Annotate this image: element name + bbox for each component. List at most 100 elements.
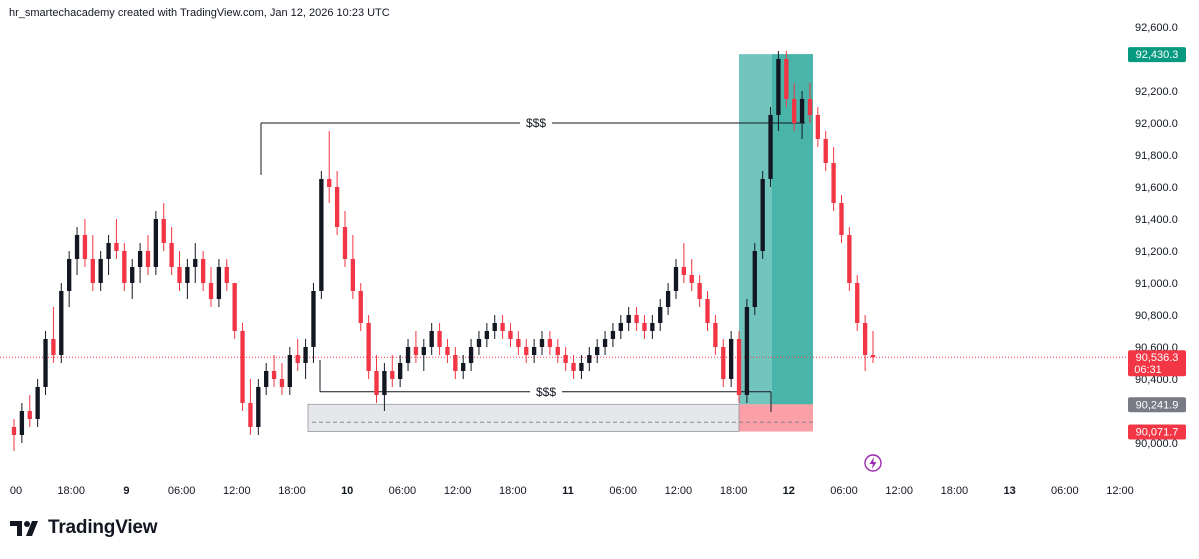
candle-body bbox=[792, 99, 797, 123]
candle-body bbox=[508, 331, 513, 339]
x-tick-label: 13 bbox=[1003, 485, 1015, 497]
x-tick-label: 9 bbox=[123, 485, 129, 497]
stop-zone bbox=[739, 404, 813, 432]
candle-body bbox=[453, 355, 458, 371]
candle-body bbox=[66, 259, 72, 291]
price-badge bbox=[1128, 397, 1186, 413]
liquidity-label-low: $$$ bbox=[536, 385, 556, 399]
candle-body bbox=[855, 283, 860, 323]
candle-body bbox=[815, 115, 821, 139]
x-tick-label: 06:00 bbox=[168, 485, 196, 497]
candle-body bbox=[673, 267, 679, 291]
x-tick-label: 12:00 bbox=[444, 485, 472, 497]
y-tick-label: 92,000.0 bbox=[1135, 118, 1178, 130]
candle-body bbox=[658, 307, 663, 323]
x-tick-label: 12:00 bbox=[223, 485, 251, 497]
x-tick-label: 18:00 bbox=[57, 485, 85, 497]
candle-body bbox=[492, 323, 497, 331]
candle-body bbox=[311, 291, 316, 347]
y-tick-label: 91,200.0 bbox=[1135, 246, 1178, 258]
price-badge-label: 90,071.7 bbox=[1136, 427, 1179, 439]
candle-body bbox=[500, 323, 505, 331]
x-tick-label: 18:00 bbox=[941, 485, 969, 497]
candle-body bbox=[358, 291, 363, 323]
y-tick-label: 92,200.0 bbox=[1135, 86, 1178, 98]
candle-body bbox=[98, 259, 103, 283]
candle-body bbox=[650, 323, 655, 331]
annotation-lines: $$$ $$$ bbox=[0, 116, 1128, 412]
candle-body bbox=[571, 363, 576, 371]
candle-body bbox=[366, 323, 371, 371]
x-tick-label: 12 bbox=[783, 485, 795, 497]
candle-body bbox=[445, 347, 450, 355]
y-tick-label: 90,800.0 bbox=[1135, 310, 1178, 322]
price-badges: 92,430.3 90,536.306:31 90,241.9 90,071.7 bbox=[1128, 47, 1186, 440]
candle-body bbox=[200, 259, 206, 283]
candle-body bbox=[421, 347, 426, 355]
candle-body bbox=[264, 371, 269, 387]
tradingview-wordmark: TradingView bbox=[48, 517, 158, 538]
x-tick-label: 18:00 bbox=[499, 485, 527, 497]
candle-body bbox=[319, 179, 324, 291]
candle-body bbox=[728, 339, 734, 379]
candle-body bbox=[429, 331, 434, 347]
y-tick-label: 92,600.0 bbox=[1135, 22, 1178, 34]
price-badge-label: 90,536.3 bbox=[1136, 352, 1179, 364]
candle-body bbox=[59, 291, 64, 355]
candle-body bbox=[689, 275, 694, 283]
candle-body bbox=[705, 299, 710, 323]
candle-body bbox=[831, 163, 836, 203]
tradingview-logo[interactable]: TradingView bbox=[10, 517, 158, 539]
candle-body bbox=[744, 307, 750, 395]
x-tick-label: 06:00 bbox=[830, 485, 858, 497]
flash-icon[interactable] bbox=[864, 454, 882, 472]
chart-header: hr_smartechacademy created with TradingV… bbox=[9, 7, 390, 19]
candle-body bbox=[256, 387, 261, 427]
candle-body bbox=[807, 99, 813, 115]
x-tick-label: 12:00 bbox=[885, 485, 913, 497]
candle-body bbox=[279, 379, 285, 387]
candle-body bbox=[19, 411, 25, 435]
candle-body bbox=[35, 387, 40, 419]
candle-body bbox=[760, 179, 765, 251]
candle-body bbox=[618, 323, 623, 331]
candle-body bbox=[90, 259, 95, 283]
candle-body bbox=[240, 331, 245, 403]
candle-body bbox=[713, 323, 718, 347]
candle-body bbox=[681, 267, 687, 275]
y-tick-label: 91,400.0 bbox=[1135, 214, 1178, 226]
x-tick-label: 00 bbox=[10, 485, 22, 497]
candle-body bbox=[437, 331, 442, 347]
candle-body bbox=[839, 203, 844, 235]
time-axis: 00 18:00 9 06:00 12:00 18:00 10 06:00 12:00 18:00… bbox=[10, 485, 1134, 497]
tradingview-logo-icon bbox=[10, 521, 38, 536]
liquidity-label-high: $$$ bbox=[526, 116, 546, 130]
candle-body bbox=[224, 267, 229, 283]
candle-body bbox=[776, 59, 781, 115]
candle-body bbox=[642, 323, 647, 331]
candle-body bbox=[697, 283, 702, 299]
candle-body bbox=[721, 347, 726, 379]
candle-body bbox=[137, 251, 143, 267]
candle-body bbox=[145, 251, 151, 267]
candle-body bbox=[602, 339, 608, 347]
candle-body bbox=[531, 347, 537, 355]
candle-body bbox=[382, 371, 387, 395]
position-zones bbox=[307, 54, 813, 432]
x-tick-label: 10 bbox=[341, 485, 353, 497]
candle-body bbox=[185, 267, 190, 283]
candle-body bbox=[413, 347, 419, 355]
candle-body bbox=[161, 219, 166, 243]
candle-body bbox=[27, 411, 32, 419]
x-tick-label: 06:00 bbox=[389, 485, 417, 497]
price-badge-countdown: 06:31 bbox=[1134, 364, 1162, 376]
candle-body bbox=[82, 235, 88, 259]
price-badge bbox=[1128, 424, 1186, 440]
candle-body bbox=[74, 235, 80, 259]
candle-body bbox=[342, 227, 348, 259]
candle-body bbox=[595, 347, 600, 355]
candle-body bbox=[334, 187, 340, 227]
candle-body bbox=[130, 267, 135, 283]
price-axis: 92,600.0 92,200.0 92,000.0 91,800.0 91,600.0… bbox=[1135, 22, 1178, 450]
